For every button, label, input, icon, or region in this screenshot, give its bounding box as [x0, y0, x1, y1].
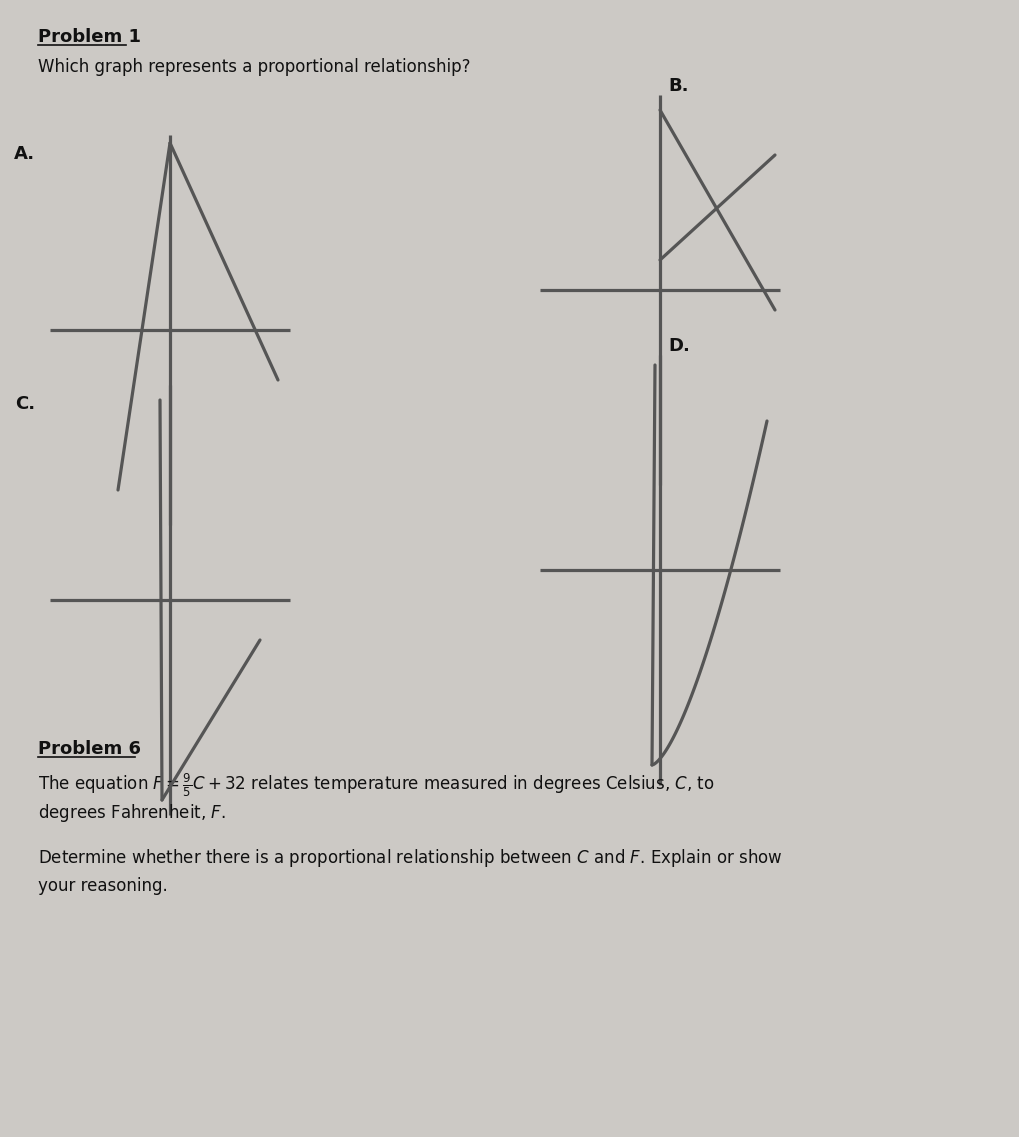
Text: your reasoning.: your reasoning.: [38, 877, 168, 895]
Text: Problem 1: Problem 1: [38, 28, 141, 45]
Text: D.: D.: [668, 337, 690, 355]
Text: The equation $F = \frac{9}{5}C + 32$ relates temperature measured in degrees Cel: The equation $F = \frac{9}{5}C + 32$ rel…: [38, 772, 714, 799]
Text: C.: C.: [15, 395, 35, 413]
Text: A.: A.: [14, 146, 35, 163]
Text: Which graph represents a proportional relationship?: Which graph represents a proportional re…: [38, 58, 471, 76]
Text: degrees Fahrenheit, $F$.: degrees Fahrenheit, $F$.: [38, 802, 226, 824]
Text: B.: B.: [668, 77, 689, 96]
Text: Problem 6: Problem 6: [38, 740, 141, 758]
Text: Determine whether there is a proportional relationship between $C$ and $F$. Expl: Determine whether there is a proportiona…: [38, 847, 783, 869]
